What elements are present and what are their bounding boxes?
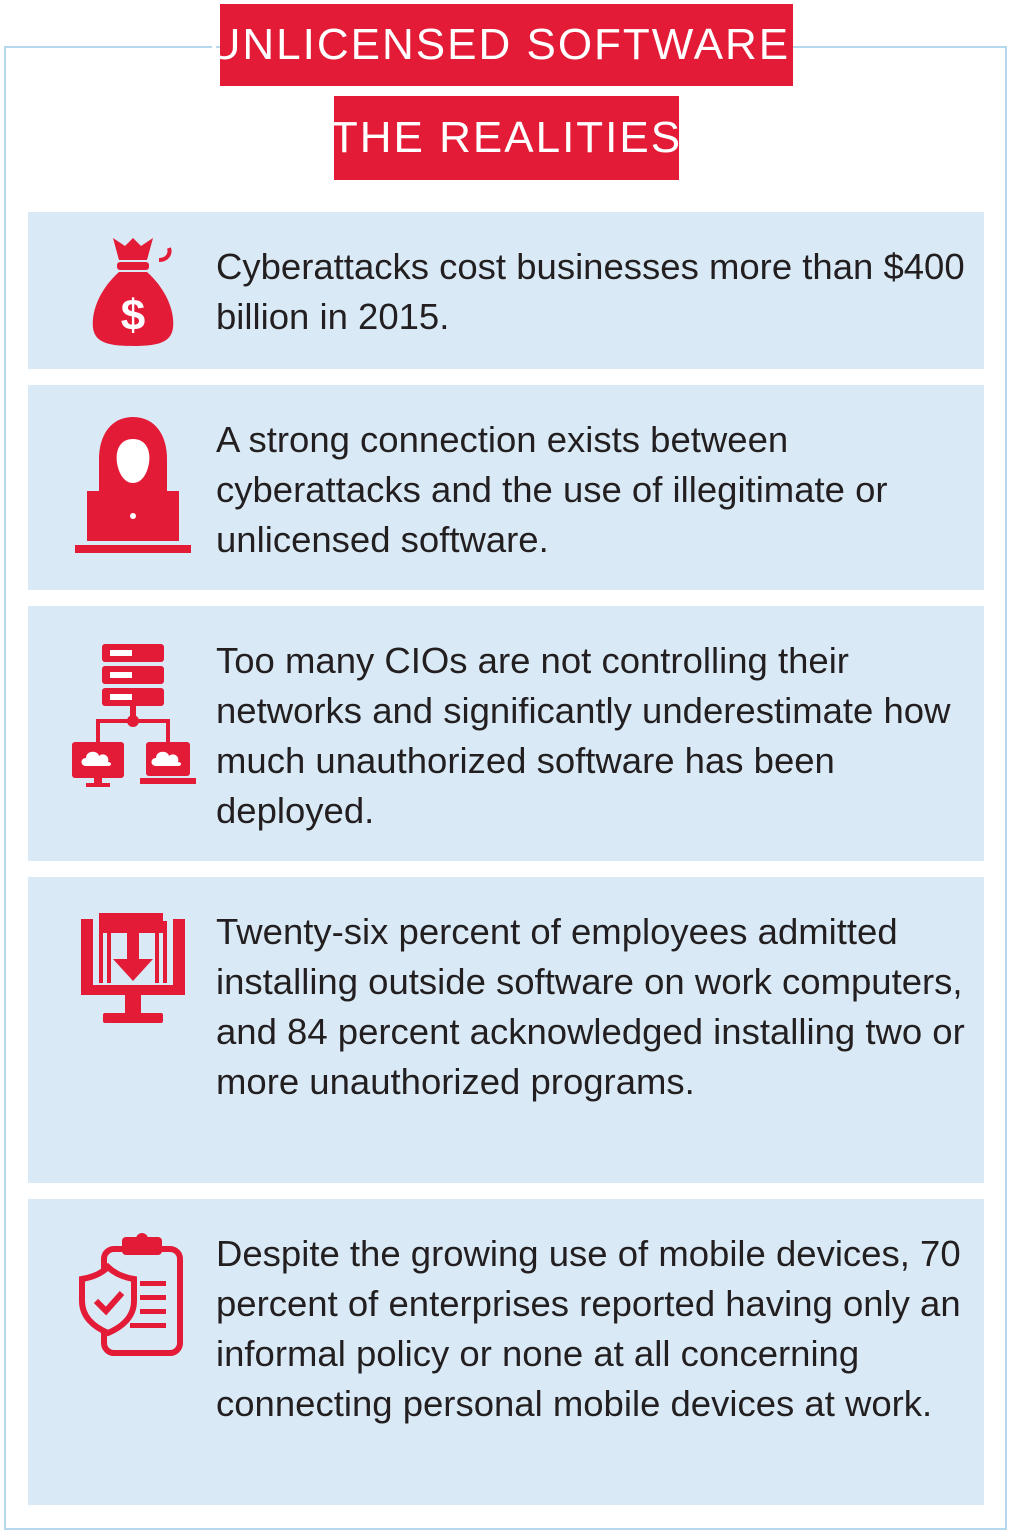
fact-text: Twenty-six percent of employees admitted… bbox=[216, 911, 965, 1102]
fact-text: Too many CIOs are not controlling their … bbox=[216, 640, 951, 831]
svg-text:$: $ bbox=[121, 291, 145, 340]
shield-clipboard-icon bbox=[68, 1231, 198, 1361]
hacker-laptop-icon bbox=[68, 413, 198, 558]
money-bag-icon: $ bbox=[68, 234, 198, 349]
fact-card: A strong connection exists between cyber… bbox=[28, 385, 984, 590]
fact-text: Despite the growing use of mobile device… bbox=[216, 1233, 961, 1424]
fact-card: Twenty-six percent of employees admitted… bbox=[28, 877, 984, 1183]
network-server-icon bbox=[68, 642, 198, 787]
fact-text: A strong connection exists between cyber… bbox=[216, 419, 888, 560]
fact-card: $ Cyberattacks cost businesses more than… bbox=[28, 212, 984, 369]
download-monitor-icon bbox=[68, 909, 198, 1029]
title-line-1: UNLICENSED SOFTWARE: bbox=[209, 4, 802, 86]
fact-text: Cyberattacks cost businesses more than $… bbox=[216, 246, 965, 337]
title-line-2: THE REALITIES bbox=[331, 96, 680, 180]
fact-card: Despite the growing use of mobile device… bbox=[28, 1199, 984, 1505]
fact-card: Too many CIOs are not controlling their … bbox=[28, 606, 984, 861]
